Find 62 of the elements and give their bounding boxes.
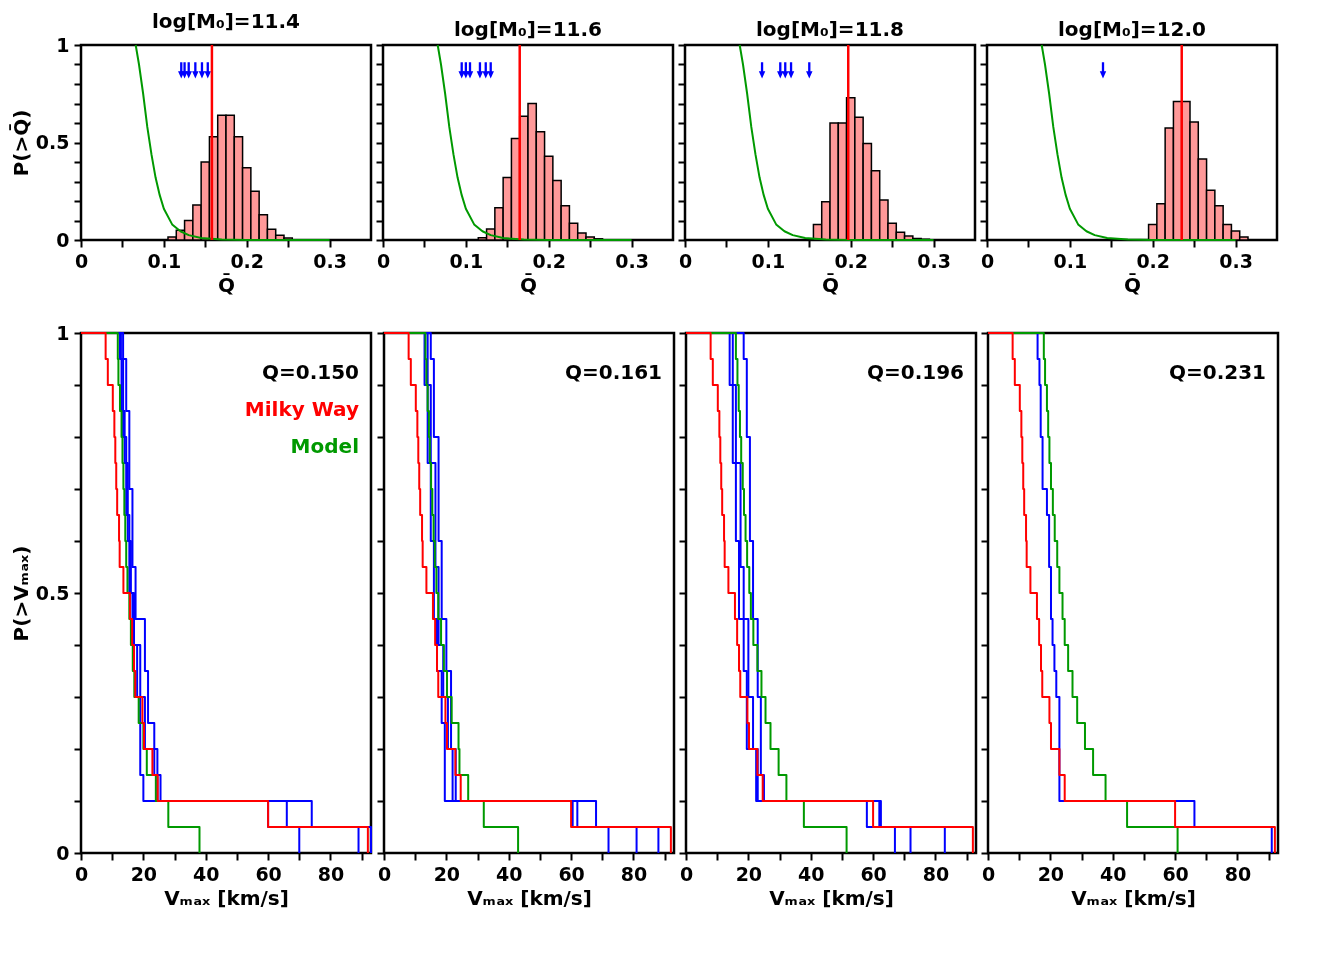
x-tick-label: 0.3: [615, 249, 649, 272]
x-tick-label: 80: [1224, 862, 1252, 885]
x-tick-label: 0: [74, 862, 89, 885]
x-axis-title: Q̄: [1123, 272, 1142, 297]
x-tick-label: 20: [130, 862, 158, 885]
x-tick-label: 0: [376, 249, 391, 272]
x-tick-label: 40: [798, 862, 825, 885]
x-tick-label: 0: [981, 862, 996, 885]
chart-title: log[M₀]=11.4: [152, 9, 300, 33]
x-tick-label: 0: [74, 249, 89, 272]
annotation: Q=0.161: [564, 360, 662, 384]
x-tick-label: 0.2: [230, 249, 265, 272]
y-tick-label: 1: [56, 321, 70, 344]
x-axis-title: Vₘₐₓ [km/s]: [164, 885, 289, 910]
x-tick-label: 60: [1162, 862, 1189, 885]
x-tick-label: 0.3: [917, 249, 951, 272]
x-tick-label: 0.3: [1219, 249, 1253, 272]
text: Model: [290, 434, 359, 458]
x-tick-label: 0.3: [313, 249, 347, 272]
x-tick-label: 20: [735, 862, 763, 885]
annotation: Q=0.150: [261, 360, 359, 384]
x-tick-label: 0.1: [751, 249, 786, 272]
x-axis-title: Vₘₐₓ [km/s]: [769, 885, 894, 910]
x-tick-label: 0.1: [449, 249, 484, 272]
x-tick-label: 0.2: [532, 249, 567, 272]
x-axis-title: Q̄: [821, 272, 840, 297]
y-axis-title: P(>Q̄): [8, 109, 33, 177]
y-axis-title: P(>Vₘₐₓ): [8, 545, 33, 642]
y-tick-label: 0: [56, 228, 70, 251]
x-tick-label: 0: [980, 249, 995, 272]
annotation: Q=0.231: [1168, 360, 1266, 384]
x-tick-label: 60: [558, 862, 585, 885]
chart-title: log[M₀]=11.6: [454, 16, 602, 41]
x-axis-title: Vₘₐₓ [km/s]: [1071, 885, 1196, 910]
chart-title: log[M₀]=12.0: [1058, 16, 1206, 41]
x-tick-label: 80: [922, 862, 950, 885]
text: Milky Way: [244, 397, 359, 421]
x-tick-label: 80: [620, 862, 648, 885]
y-tick-label: 1: [56, 33, 70, 56]
x-axis-title: Vₘₐₓ [km/s]: [467, 885, 592, 910]
y-tick-label: 0.5: [35, 581, 70, 604]
chart-title: log[M₀]=11.8: [756, 16, 904, 41]
x-tick-label: 0: [678, 249, 693, 272]
x-tick-label: 0.1: [147, 249, 182, 272]
x-tick-label: 80: [317, 862, 345, 885]
x-tick-label: 20: [433, 862, 461, 885]
y-tick-label: 0.5: [35, 131, 70, 153]
x-tick-label: 0.1: [1053, 249, 1088, 272]
y-tick-label: 0: [56, 841, 70, 864]
x-tick-label: 20: [1037, 862, 1065, 885]
x-tick-label: 0.2: [834, 249, 869, 272]
x-axis-title: Q̄: [519, 272, 538, 297]
x-tick-label: 40: [496, 862, 523, 885]
x-tick-label: 40: [193, 862, 220, 885]
x-tick-label: 0: [377, 862, 392, 885]
x-tick-label: 40: [1100, 862, 1127, 885]
x-tick-label: 60: [255, 862, 282, 885]
x-tick-label: 60: [860, 862, 887, 885]
x-tick-label: 0: [679, 862, 694, 885]
annotation: Q=0.196: [866, 360, 964, 384]
x-axis-title: Q̄: [217, 272, 236, 297]
x-tick-label: 0.2: [1136, 249, 1171, 272]
